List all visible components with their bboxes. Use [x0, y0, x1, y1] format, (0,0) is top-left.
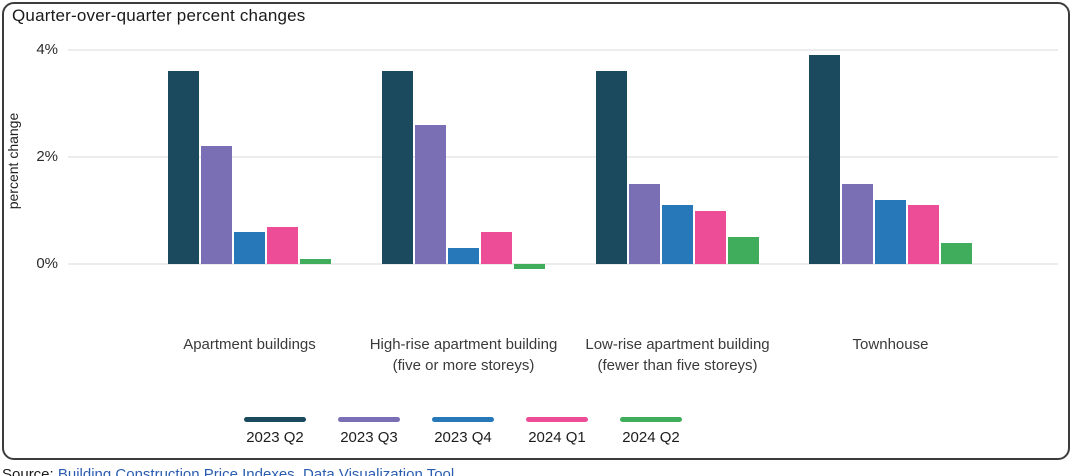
legend-label: 2023 Q4	[434, 429, 492, 446]
bar-2023-q3-cat1	[201, 146, 232, 264]
y-tick-label-4pct: 4%	[36, 41, 58, 58]
y-tick-label-0pct: 0%	[36, 255, 58, 272]
chart-title: Quarter-over-quarter percent changes	[12, 6, 306, 25]
gridline-2pct	[68, 156, 1058, 158]
bar-2023-q3-cat3	[629, 183, 660, 264]
source-separator: ,	[294, 466, 304, 476]
gridline-0pct	[68, 263, 1058, 265]
legend-swatch-icon	[244, 417, 306, 422]
bar-2024-q2-cat2	[514, 264, 545, 270]
source-link-price-indexes[interactable]: Building Construction Price Indexes	[57, 466, 295, 476]
bar-2023-q4-cat2	[448, 247, 479, 264]
legend-swatch-icon	[526, 417, 588, 422]
legend-swatch-icon	[432, 417, 494, 422]
x-category-label-3: Low-rise apartment building (fewer than …	[585, 336, 770, 374]
legend-swatch-icon	[338, 417, 400, 422]
legend-item-2023-q2[interactable]: 2023 Q2	[235, 417, 315, 446]
source-line: Source: Building Construction Price Inde…	[2, 466, 454, 476]
legend-item-2023-q4[interactable]: 2023 Q4	[423, 417, 503, 446]
bar-2023-q4-cat4	[875, 199, 906, 264]
legend-item-2024-q1[interactable]: 2024 Q1	[517, 417, 597, 446]
bar-2024-q1-cat1	[267, 226, 298, 264]
bar-2023-q3-cat2	[415, 124, 446, 264]
legend-label: 2023 Q3	[340, 429, 398, 446]
source-label: Source:	[2, 466, 54, 476]
x-category-label-1: Apartment buildings	[183, 336, 316, 353]
bar-2024-q1-cat2	[481, 231, 512, 264]
legend-item-2024-q2[interactable]: 2024 Q2	[611, 417, 691, 446]
bar-2024-q2-cat4	[941, 242, 972, 264]
bar-2023-q4-cat1	[234, 231, 265, 264]
bar-2023-q2-cat4	[809, 55, 840, 264]
legend-swatch-icon	[620, 417, 682, 422]
bar-2024-q2-cat3	[728, 237, 759, 264]
x-category-label-2: High-rise apartment building (five or mo…	[369, 336, 558, 374]
bar-2024-q2-cat1	[300, 258, 331, 264]
bar-2024-q1-cat3	[695, 210, 726, 264]
x-category-label-4: Townhouse	[852, 336, 929, 353]
y-tick-label-2pct: 2%	[36, 148, 58, 165]
chart-legend: 2023 Q2 2023 Q3 2023 Q4 2024 Q1 2024 Q2	[235, 417, 691, 446]
legend-label: 2023 Q2	[246, 429, 304, 446]
legend-label: 2024 Q1	[528, 429, 586, 446]
bar-2023-q2-cat2	[382, 71, 413, 264]
legend-item-2023-q3[interactable]: 2023 Q3	[329, 417, 409, 446]
bar-2023-q4-cat3	[662, 205, 693, 264]
legend-label: 2024 Q2	[622, 429, 680, 446]
bar-2024-q1-cat4	[908, 205, 939, 264]
bar-2023-q2-cat3	[596, 71, 627, 264]
bar-2023-q2-cat1	[168, 71, 199, 264]
bar-2023-q3-cat4	[842, 183, 873, 264]
gridline-4pct	[68, 49, 1058, 51]
source-link-data-viz-tool[interactable]: Data Visualization Tool	[303, 466, 455, 476]
